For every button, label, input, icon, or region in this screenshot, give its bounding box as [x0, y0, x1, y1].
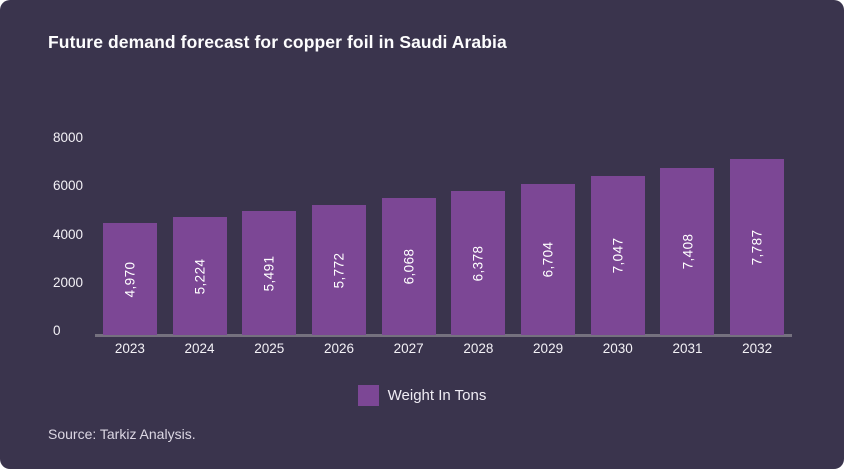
- bar: 7,787: [730, 159, 785, 335]
- bar-value-label: 5,772: [331, 252, 347, 288]
- x-axis-label: 2029: [533, 341, 564, 356]
- bar: 6,068: [381, 198, 436, 335]
- bar: 7,408: [660, 168, 715, 335]
- bar: 5,224: [172, 217, 227, 335]
- x-axis-label: 2028: [463, 341, 494, 356]
- bar-slot: 7,408: [653, 125, 723, 335]
- bar: 5,491: [242, 211, 297, 335]
- legend-swatch: [357, 385, 379, 406]
- bar-value-label: 5,491: [261, 255, 277, 291]
- bar-value-label: 6,068: [401, 248, 417, 285]
- bar: 6,704: [521, 184, 576, 335]
- bar: 4,970: [102, 223, 157, 335]
- x-axis-line: [95, 334, 792, 337]
- x-axis-label: 2032: [742, 341, 773, 356]
- x-axis-label: 2027: [393, 341, 424, 356]
- bars-container: 4,970 5,224 5,491 5,772 6,068 6,378 6,704 7,047…: [95, 125, 792, 335]
- bar-value-label: 7,047: [610, 237, 626, 274]
- bar-value-label: 6,378: [470, 245, 486, 281]
- legend-label: Weight In Tons: [387, 387, 487, 404]
- x-axis-labels: 2023 2024 2025 2026 2027 2028 2029 2030 2031 2032: [95, 341, 792, 356]
- bar: 7,047: [590, 176, 645, 335]
- bar-value-label: 7,408: [679, 233, 695, 270]
- legend: Weight In Tons: [0, 385, 844, 406]
- x-axis-label: 2025: [254, 341, 285, 356]
- bar-slot: 4,970: [95, 125, 165, 335]
- bar-value-label: 6,704: [540, 241, 556, 278]
- bar-slot: 5,491: [234, 125, 304, 335]
- x-axis-label: 2030: [602, 341, 633, 356]
- x-axis-label: 2023: [114, 341, 145, 356]
- bar: 6,378: [451, 191, 506, 335]
- x-axis-label: 2024: [184, 341, 215, 356]
- bar-value-label: 7,787: [749, 229, 765, 265]
- bar-value-label: 5,224: [192, 258, 208, 294]
- bar-slot: 6,068: [374, 125, 444, 335]
- y-tick-label: 2000: [53, 274, 84, 290]
- x-axis-label: 2031: [672, 341, 703, 356]
- y-tick-label: 4000: [53, 226, 84, 242]
- bar: 5,772: [311, 205, 366, 335]
- bar-slot: 6,704: [513, 125, 583, 335]
- y-tick-label: 6000: [53, 178, 84, 194]
- x-axis-label: 2026: [323, 341, 354, 356]
- bar-value-label: 4,970: [122, 261, 138, 297]
- source-text: Source: Tarkiz Analysis.: [48, 426, 196, 442]
- bar-slot: 5,772: [304, 125, 374, 335]
- y-tick-label: 8000: [53, 130, 84, 145]
- bar-slot: 6,378: [444, 125, 514, 335]
- bar-chart-plot: 0 2000 4000 6000 8000 4,970 5,224 5,491 5,772 6,…: [53, 125, 792, 338]
- bar-slot: 7,787: [722, 125, 792, 335]
- y-tick-label: 0: [53, 323, 61, 338]
- bar-slot: 7,047: [583, 125, 653, 335]
- y-axis-tick-labels: 0 2000 4000 6000 8000: [51, 125, 95, 338]
- bar-slot: 5,224: [165, 125, 235, 335]
- chart-title: Future demand forecast for copper foil i…: [48, 32, 507, 52]
